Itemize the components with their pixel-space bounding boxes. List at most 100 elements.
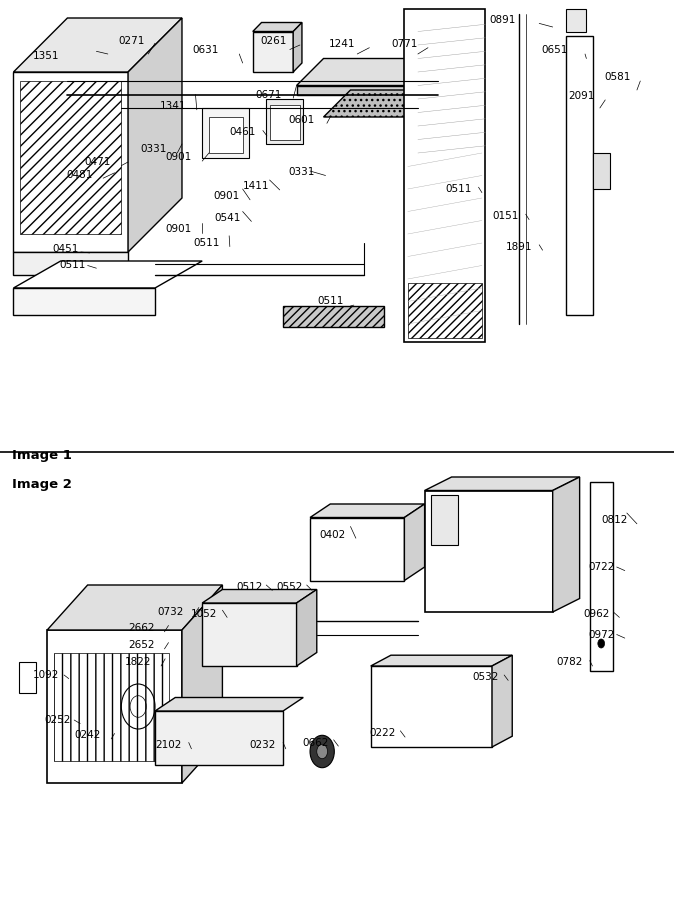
- Bar: [266, 99, 303, 144]
- Text: 1822: 1822: [125, 657, 152, 668]
- Text: 1052: 1052: [191, 608, 218, 619]
- Polygon shape: [297, 590, 317, 666]
- Text: 0232: 0232: [249, 740, 276, 751]
- Text: Image 1: Image 1: [12, 449, 72, 462]
- Bar: [593, 153, 610, 189]
- Text: 0901: 0901: [166, 224, 191, 235]
- Polygon shape: [371, 666, 492, 747]
- Polygon shape: [155, 698, 303, 711]
- Text: 2662: 2662: [128, 623, 155, 634]
- Text: 0471: 0471: [84, 157, 111, 167]
- Text: 0541: 0541: [214, 212, 241, 223]
- Polygon shape: [590, 482, 613, 670]
- Text: 0532: 0532: [472, 671, 499, 682]
- Text: 0972: 0972: [588, 629, 615, 640]
- Polygon shape: [297, 58, 445, 86]
- Polygon shape: [128, 18, 182, 252]
- Text: 0722: 0722: [588, 562, 615, 572]
- Text: 2102: 2102: [155, 740, 182, 751]
- Circle shape: [317, 744, 328, 759]
- Text: 1891: 1891: [506, 241, 532, 252]
- Text: 0451: 0451: [53, 244, 80, 255]
- Polygon shape: [310, 504, 425, 518]
- Polygon shape: [13, 261, 202, 288]
- Text: 0242: 0242: [74, 730, 101, 741]
- Polygon shape: [425, 491, 553, 612]
- Text: 0511: 0511: [445, 184, 472, 194]
- Text: 0631: 0631: [192, 45, 219, 56]
- Polygon shape: [293, 22, 302, 72]
- Polygon shape: [404, 504, 425, 580]
- Text: 0511: 0511: [59, 259, 86, 270]
- Text: 0552: 0552: [276, 581, 303, 592]
- Text: 0222: 0222: [369, 728, 396, 739]
- Bar: [431, 495, 458, 544]
- Bar: [20, 81, 121, 234]
- Text: 0481: 0481: [66, 169, 93, 180]
- Text: 0581: 0581: [604, 72, 631, 83]
- Text: 1351: 1351: [32, 50, 59, 61]
- Text: 0511: 0511: [193, 238, 220, 248]
- Text: 0671: 0671: [255, 89, 282, 100]
- Text: 1092: 1092: [32, 670, 59, 680]
- Polygon shape: [202, 603, 297, 666]
- Polygon shape: [13, 72, 128, 252]
- Polygon shape: [47, 585, 222, 630]
- Polygon shape: [324, 90, 445, 117]
- Text: 0662: 0662: [302, 737, 329, 748]
- Text: 0331: 0331: [288, 166, 315, 177]
- Polygon shape: [371, 655, 512, 666]
- Polygon shape: [47, 630, 182, 783]
- Text: 0782: 0782: [556, 657, 583, 668]
- Text: 1241: 1241: [329, 39, 356, 50]
- Text: 0511: 0511: [317, 296, 344, 307]
- Text: 0271: 0271: [118, 35, 145, 46]
- Polygon shape: [202, 590, 317, 603]
- Text: 0512: 0512: [236, 581, 263, 592]
- Text: 0651: 0651: [541, 45, 568, 56]
- Polygon shape: [553, 477, 580, 612]
- Bar: [566, 9, 586, 32]
- Polygon shape: [310, 518, 404, 580]
- Polygon shape: [155, 711, 283, 765]
- Polygon shape: [425, 477, 580, 490]
- Text: 0261: 0261: [260, 35, 287, 46]
- Bar: [202, 108, 249, 158]
- Polygon shape: [253, 32, 293, 72]
- Bar: [209, 117, 243, 153]
- Bar: [270, 105, 300, 140]
- Text: 0461: 0461: [229, 127, 256, 138]
- Text: 0812: 0812: [601, 515, 628, 526]
- Text: 0252: 0252: [44, 715, 71, 725]
- Polygon shape: [182, 585, 222, 783]
- Text: 0151: 0151: [492, 211, 519, 221]
- Text: 0331: 0331: [140, 144, 167, 155]
- Text: 0962: 0962: [583, 608, 610, 619]
- Polygon shape: [13, 288, 155, 315]
- Circle shape: [310, 735, 334, 768]
- Text: 2091: 2091: [568, 91, 595, 102]
- Polygon shape: [297, 86, 418, 94]
- Polygon shape: [13, 18, 182, 72]
- Polygon shape: [404, 9, 485, 342]
- Text: 0732: 0732: [157, 607, 184, 617]
- Text: 0901: 0901: [214, 191, 239, 202]
- Bar: [54, 652, 168, 760]
- Text: 0601: 0601: [288, 114, 314, 125]
- Text: 1411: 1411: [243, 181, 270, 192]
- Bar: [13, 252, 128, 274]
- Text: 1341: 1341: [160, 101, 187, 112]
- Bar: [19, 662, 36, 693]
- Text: 0891: 0891: [489, 14, 516, 25]
- Text: 0402: 0402: [319, 529, 345, 540]
- Text: 2652: 2652: [128, 640, 155, 651]
- Text: Image 2: Image 2: [12, 478, 72, 491]
- Text: 0771: 0771: [391, 39, 418, 50]
- Polygon shape: [283, 306, 384, 327]
- Circle shape: [598, 639, 605, 648]
- Polygon shape: [492, 655, 512, 747]
- Text: 0901: 0901: [166, 152, 191, 163]
- Bar: [408, 284, 482, 338]
- Polygon shape: [253, 22, 302, 32]
- Polygon shape: [566, 36, 593, 315]
